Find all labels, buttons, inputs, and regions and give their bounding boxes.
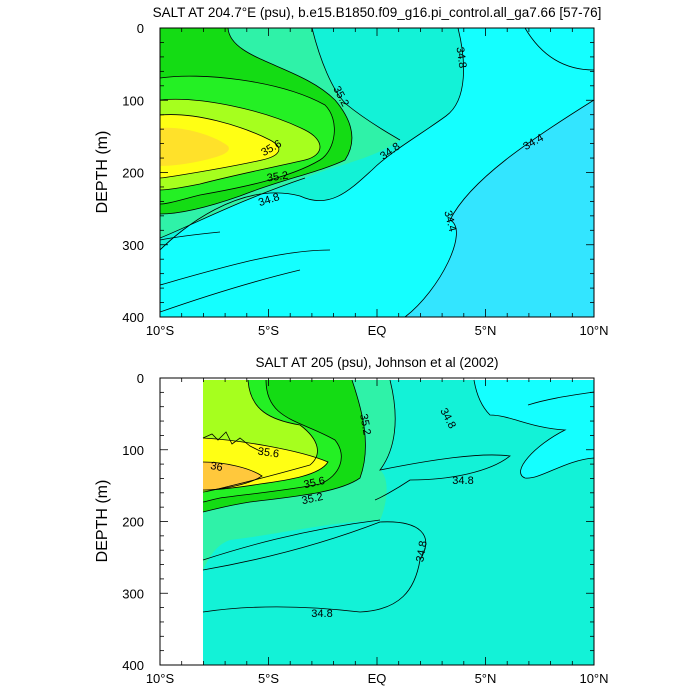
top-clab-35.2b: 35.2 (266, 170, 289, 185)
top-line-35.0 (311, 28, 401, 141)
bottom-clab-34.8c: 34.8 (414, 540, 430, 563)
bottom-fill-34.6-east (474, 380, 594, 479)
top-y-tick-label: 100 (122, 93, 144, 108)
top-line-35.8 (160, 114, 280, 179)
top-x-tick-label: 5°N (475, 323, 497, 338)
bottom-ylabel: DEPTH (m) (94, 480, 111, 563)
bottom-clab-35.6b: 35.6 (303, 475, 326, 491)
bottom-x-tick-label: 10°S (146, 671, 175, 686)
top-line-35.2 (160, 28, 353, 215)
top-line-35.4 (160, 75, 335, 205)
bottom-clab-35.6a: 35.6 (257, 446, 280, 461)
bottom-x-tick-label: 5°N (475, 671, 497, 686)
top-y-tick-label: 400 (122, 310, 144, 325)
top-line-deep-2 (160, 269, 301, 313)
top-line-35.6 (160, 98, 321, 191)
bottom-line-34.6a (473, 379, 594, 479)
top-line-34.4b (524, 28, 594, 71)
top-clab-34.4b: 34.4 (441, 209, 458, 233)
bottom-line-jagged (202, 431, 263, 453)
top-x-tick-label: 10°S (146, 323, 175, 338)
bottom-line-35.4 (202, 379, 342, 503)
bottom-line-35.2 (202, 379, 366, 513)
bottom-title: SALT AT 205 (psu), Johnson et al (2002) (256, 355, 499, 370)
bottom-fill-36.0 (203, 462, 262, 490)
bottom-clab-36: 36 (209, 460, 223, 474)
bottom-clab-35.2a: 35.2 (357, 413, 373, 436)
bottom-y-tick-label: 200 (122, 515, 144, 530)
top-title: SALT AT 204.7°E (psu), b.e15.B1850.f09_g… (153, 5, 602, 20)
bottom-axis-ticks: 10°S 5°S EQ 5°N 10°N 0 100 200 300 400 (122, 371, 608, 686)
top-y-tick-label: 300 (122, 238, 144, 253)
top-line-34.4 (404, 99, 594, 317)
top-fill-34.4-east (405, 28, 594, 317)
top-panel: SALT AT 204.7°E (psu), b.e15.B1850.f09_g… (94, 5, 609, 338)
top-axis-ticks: 10°S 5°S EQ 5°N 10°N 0 100 200 300 400 (122, 21, 608, 338)
top-fill-36.0 (160, 127, 229, 166)
bottom-line-34.8 (374, 379, 511, 501)
bottom-contour-lines (202, 379, 594, 613)
top-line-35.0b (160, 177, 306, 239)
top-line-deep-3 (160, 231, 221, 241)
bottom-x-tick-label: EQ (368, 671, 387, 686)
bottom-y-tick-label: 400 (122, 658, 144, 673)
top-x-tick-label: 5°S (258, 323, 279, 338)
bottom-clab-34.8d: 34.8 (311, 608, 332, 620)
top-contour-lines (160, 28, 594, 317)
bottom-y-tick-label: 300 (122, 586, 144, 601)
bottom-panel: SALT AT 205 (psu), Johnson et al (2002) (94, 355, 609, 686)
bottom-line-35.0 (202, 519, 381, 561)
bottom-line-36.0 (202, 461, 263, 491)
top-line-deep-1 (160, 249, 331, 286)
bottom-line-34.6b (527, 391, 594, 406)
bottom-clab-35.2b: 35.2 (301, 491, 324, 507)
bottom-x-tick-label: 5°S (258, 671, 279, 686)
bottom-line-35.8 (202, 437, 329, 491)
bottom-fill-34.6-east2 (528, 380, 594, 405)
top-x-tick-label: EQ (368, 323, 387, 338)
bottom-contour-labels: 35.2 34.8 35.6 36 35.6 35.2 34.8 34.8 34… (209, 406, 473, 620)
bottom-clab-34.8b: 34.8 (452, 475, 473, 487)
top-y-tick-label: 200 (122, 166, 144, 181)
top-x-tick-label: 10°N (579, 323, 608, 338)
bottom-x-tick-label: 10°N (579, 671, 608, 686)
top-line-34.8 (160, 28, 464, 251)
top-ylabel: DEPTH (m) (94, 131, 111, 214)
bottom-y-tick-label: 0 (137, 371, 144, 386)
top-contour-fill (160, 28, 594, 317)
top-clab-34.8a: 34.8 (454, 46, 469, 69)
bottom-y-tick-label: 100 (122, 443, 144, 458)
bottom-line-34.8b (202, 521, 426, 613)
top-y-tick-label: 0 (137, 21, 144, 36)
